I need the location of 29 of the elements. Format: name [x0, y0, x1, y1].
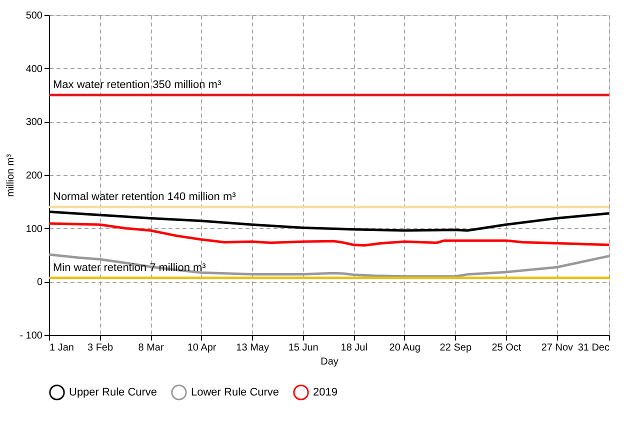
y-tick-label: - 100 [20, 330, 43, 342]
x-tick-label: 27 Nov [541, 342, 574, 354]
x-tick-label: 31 Dec [578, 342, 610, 354]
x-tick-label: 25 Oct [492, 342, 522, 354]
legend-label: Upper Rule Curve [69, 386, 158, 398]
x-tick-label: 18 Jul [340, 342, 368, 354]
legend-label: 2019 [313, 386, 338, 398]
x-tick-label: 8 Mar [138, 342, 164, 354]
x-tick-label: 15 Jun [288, 342, 318, 354]
x-tick-label: 1 Jan [50, 342, 74, 354]
y-tick-label: 300 [26, 117, 43, 128]
x-tick-label: 22 Sep [440, 342, 472, 354]
x-tick-label: 20 Aug [389, 342, 420, 354]
line-series [48, 222, 610, 247]
y-tick-label: 200 [26, 170, 43, 182]
line-series [48, 253, 610, 278]
ref-line-label: Max water retention 350 million m³ [53, 79, 222, 91]
x-tick-label: 10 Apr [187, 342, 217, 354]
y-tick-label: 0 [36, 277, 43, 288]
ref-line-label: Min water retention 7 million m³ [53, 262, 206, 274]
legend-label: Lower Rule Curve [191, 386, 280, 398]
x-tick-label: 13 May [236, 342, 269, 354]
x-axis-title: Day [320, 356, 338, 368]
y-tick-label: 500 [26, 10, 43, 22]
y-tick-label: 400 [26, 64, 43, 75]
y-axis-title: million m³ [6, 153, 17, 197]
y-tick-label: 100 [26, 224, 43, 235]
x-tick-label: 3 Feb [87, 342, 114, 354]
ref-line-label: Normal water retention 140 million m³ [53, 191, 236, 203]
